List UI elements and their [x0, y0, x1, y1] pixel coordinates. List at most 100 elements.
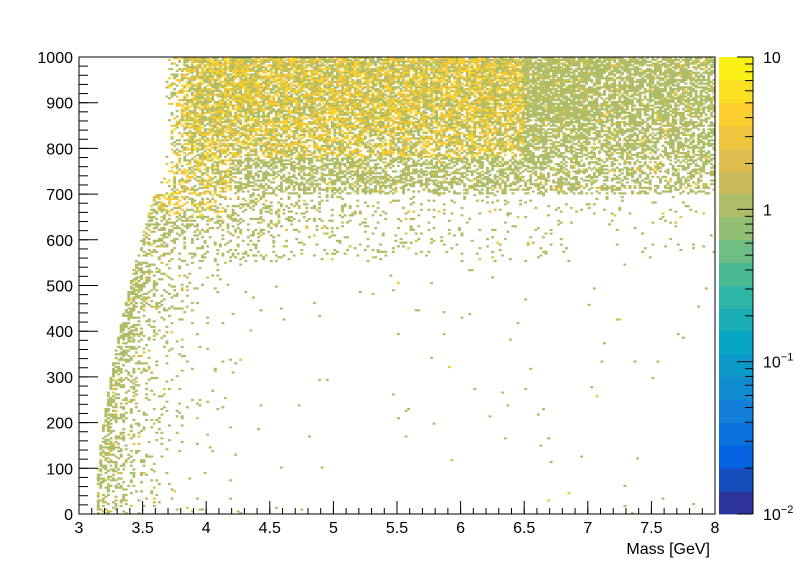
heatmap-cell — [221, 131, 225, 135]
heatmap-cell — [325, 148, 329, 151]
heatmap-cell — [302, 113, 306, 116]
heatmap-cell — [185, 406, 189, 409]
heatmap-cell — [229, 186, 232, 189]
heatmap-cell — [313, 301, 316, 305]
heatmap-cell — [244, 108, 248, 111]
heatmap-cell — [264, 75, 268, 78]
heatmap-cell — [313, 102, 316, 105]
heatmap-cell — [264, 175, 268, 178]
heatmap-cell — [224, 261, 227, 264]
heatmap-cell — [335, 148, 339, 151]
heatmap-cell — [315, 86, 319, 89]
heatmap-cell — [142, 241, 146, 244]
heatmap-cell — [119, 402, 123, 405]
heatmap-cell — [201, 157, 204, 160]
heatmap-cell — [152, 504, 156, 508]
heatmap-cell — [196, 161, 199, 164]
heatmap-cell — [216, 93, 220, 96]
heatmap-cell — [269, 120, 273, 124]
heatmap-cell — [216, 126, 220, 129]
heatmap-cell — [190, 126, 194, 129]
heatmap-cell — [234, 104, 238, 107]
heatmap-cell — [226, 126, 230, 129]
heatmap-cell — [251, 142, 255, 146]
heatmap-cell — [277, 108, 281, 111]
heatmap-cell — [262, 93, 266, 96]
heatmap-cell — [190, 82, 194, 85]
heatmap-cell — [302, 71, 306, 74]
heatmap-cell — [313, 113, 316, 116]
heatmap-cell — [208, 142, 212, 146]
heatmap-cell — [257, 188, 260, 191]
heatmap-cell — [142, 298, 146, 301]
heatmap-cell — [279, 62, 283, 65]
heatmap-cell — [239, 102, 243, 105]
heatmap-cell — [168, 307, 171, 310]
heatmap-cell — [285, 135, 288, 138]
heatmap-cell — [124, 459, 128, 462]
heatmap-cell — [180, 73, 184, 76]
heatmap-cell — [109, 426, 113, 429]
heatmap-cell — [249, 239, 253, 242]
heatmap-cell — [315, 89, 319, 93]
heatmap-cell — [231, 77, 235, 80]
heatmap-cell — [216, 100, 220, 104]
heatmap-cell — [300, 133, 304, 136]
heatmap-cell — [196, 99, 199, 102]
heatmap-cell — [300, 108, 304, 111]
heatmap-cell — [168, 67, 171, 71]
heatmap-cell — [254, 172, 258, 175]
heatmap-cell — [246, 95, 250, 98]
heatmap-cell — [185, 195, 189, 199]
heatmap-cell — [277, 152, 281, 155]
heatmap-cell — [198, 133, 202, 136]
heatmap-cell — [160, 278, 164, 281]
heatmap-cell — [290, 219, 294, 222]
heatmap-cell — [183, 64, 187, 67]
heatmap-cell — [221, 57, 225, 60]
heatmap-cell — [323, 179, 327, 182]
heatmap-cell — [257, 71, 260, 74]
heatmap-cell — [279, 184, 283, 188]
heatmap-cell — [279, 108, 283, 111]
heatmap-cell — [198, 179, 202, 182]
heatmap-cell — [249, 206, 253, 210]
heatmap-cell — [188, 137, 192, 140]
heatmap-cell — [236, 82, 240, 85]
heatmap-cell — [221, 111, 225, 115]
heatmap-cell — [300, 241, 304, 244]
heatmap-cell — [137, 499, 141, 502]
heatmap-cell — [292, 146, 296, 149]
heatmap-cell — [320, 126, 324, 129]
heatmap-cell — [216, 84, 220, 87]
heatmap-cell — [269, 64, 273, 67]
heatmap-cell — [279, 57, 283, 60]
heatmap-cell — [124, 303, 128, 306]
heatmap-cell — [236, 168, 240, 171]
heatmap-cell — [216, 248, 220, 252]
heatmap-cell — [152, 422, 156, 425]
heatmap-cell — [218, 75, 222, 78]
heatmap-cell — [218, 111, 222, 115]
heatmap-cell — [264, 164, 268, 168]
heatmap-cell — [211, 97, 215, 100]
heatmap-cell — [300, 111, 304, 115]
heatmap-cell — [206, 58, 210, 62]
heatmap-cell — [239, 67, 243, 71]
heatmap-cell — [307, 217, 311, 221]
heatmap-cell — [150, 219, 154, 222]
heatmap-cell — [239, 91, 243, 94]
heatmap-cell — [178, 150, 182, 153]
heatmap-cell — [183, 210, 187, 213]
heatmap-cell — [198, 164, 202, 168]
heatmap-cell — [249, 99, 253, 102]
heatmap-cell — [216, 161, 220, 164]
heatmap-cell — [132, 287, 136, 290]
heatmap-cell — [112, 415, 115, 418]
heatmap-cell — [213, 122, 217, 125]
heatmap-cell — [127, 316, 131, 319]
heatmap-cell — [188, 177, 192, 180]
heatmap-cell — [134, 347, 138, 350]
heatmap-cell — [323, 119, 327, 122]
heatmap-cell — [224, 110, 227, 113]
